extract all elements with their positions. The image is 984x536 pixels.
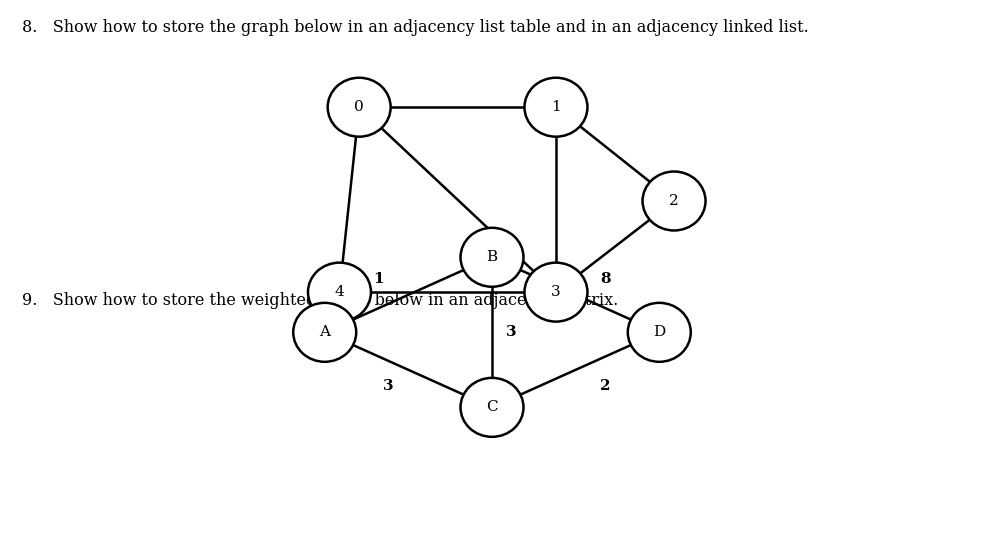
Ellipse shape (293, 303, 356, 362)
Ellipse shape (628, 303, 691, 362)
Ellipse shape (461, 378, 523, 437)
Text: 8.   Show how to store the graph below in an adjacency list table and in an adja: 8. Show how to store the graph below in … (22, 19, 809, 36)
Text: C: C (486, 400, 498, 414)
Text: 0: 0 (354, 100, 364, 114)
Ellipse shape (328, 78, 391, 137)
Text: 1: 1 (551, 100, 561, 114)
Text: 3: 3 (507, 325, 517, 339)
Text: 2: 2 (600, 379, 610, 393)
Text: 3: 3 (551, 285, 561, 299)
Ellipse shape (524, 78, 587, 137)
Ellipse shape (524, 263, 587, 322)
Text: 3: 3 (384, 379, 394, 393)
Ellipse shape (308, 263, 371, 322)
Text: D: D (653, 325, 665, 339)
Text: 4: 4 (335, 285, 344, 299)
Text: A: A (319, 325, 331, 339)
Text: 2: 2 (669, 194, 679, 208)
Text: 9.   Show how to store the weighted graph below in an adjacency matrix.: 9. Show how to store the weighted graph … (22, 292, 618, 309)
Text: 8: 8 (600, 272, 610, 286)
Ellipse shape (461, 228, 523, 287)
Ellipse shape (643, 172, 706, 230)
Text: B: B (486, 250, 498, 264)
Text: 1: 1 (374, 272, 384, 286)
